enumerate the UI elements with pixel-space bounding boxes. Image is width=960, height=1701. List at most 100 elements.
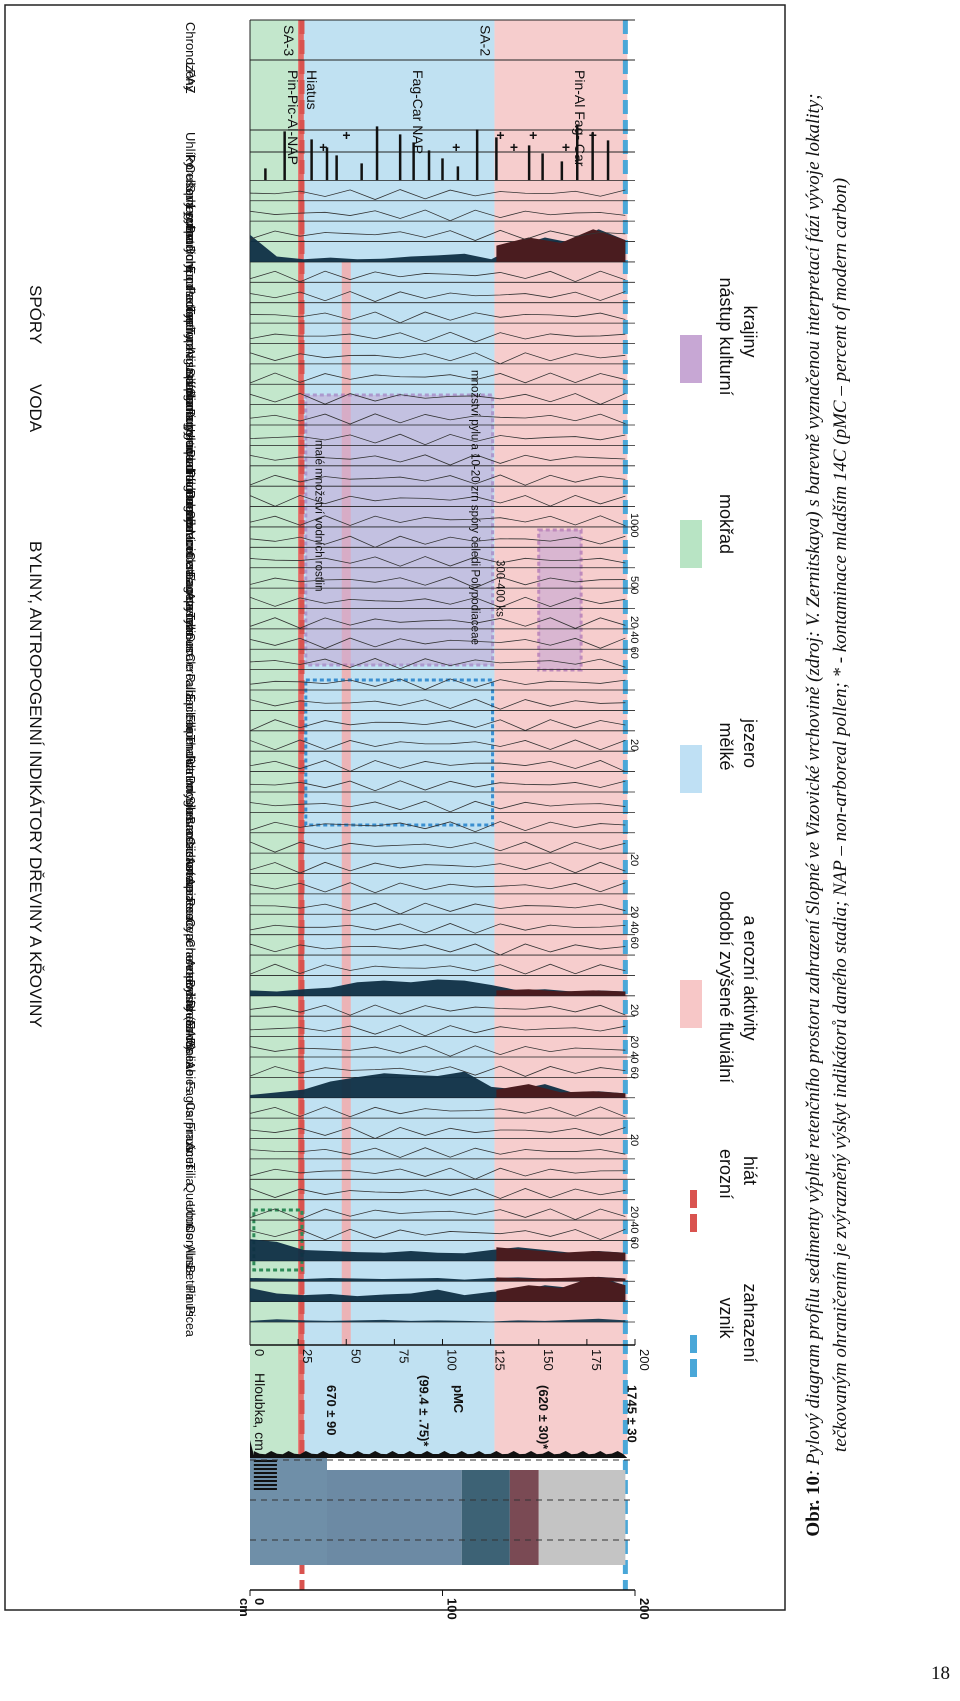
taxon-label: Plantago lanceolata xyxy=(183,470,197,580)
figure-frame xyxy=(4,4,786,1611)
trace-30 xyxy=(249,698,626,711)
scale-mark: 20 xyxy=(628,1134,640,1146)
depth-tick-label: 0 xyxy=(252,1349,267,1356)
legend-swatch-dash xyxy=(690,1190,697,1208)
trace-13 xyxy=(249,1045,626,1057)
right-col-label: LPAZ xyxy=(183,62,198,94)
trace-49 xyxy=(249,311,626,324)
zone-band-lower-3 xyxy=(494,1345,628,1455)
legend-label-2: jezero xyxy=(740,718,760,768)
trace-41 xyxy=(249,474,626,487)
page-number: 18 xyxy=(931,1663,950,1684)
highlight-box-water xyxy=(304,678,495,827)
cm-tick-label: 200 xyxy=(637,1598,652,1620)
group-header: SPÓRY xyxy=(26,285,45,344)
trace-20 xyxy=(249,902,626,915)
trace-50 xyxy=(249,291,626,303)
trace-32 xyxy=(249,658,626,670)
taxon-label: Fraxinus xyxy=(183,1122,197,1170)
scale-mark: 20 xyxy=(628,1004,640,1016)
group-header: VODA xyxy=(26,384,45,433)
trace-43 xyxy=(249,433,626,446)
chronozone-label: SA-2 xyxy=(477,25,493,56)
taxon-label: Poaceae xyxy=(183,898,197,947)
taxon-label: Sphagnum xyxy=(183,184,197,244)
lith-block-5 xyxy=(538,1470,626,1565)
box-note: množství pylu a 10-20 zrn spóry čeledi P… xyxy=(468,370,480,645)
legend-label-1: mokřad xyxy=(716,494,736,554)
taxon-label: Ericaceae xyxy=(183,1020,197,1076)
taxon-label: Polypodiaceae xyxy=(183,246,197,328)
taxon-label: Botrychium xyxy=(183,225,197,288)
radiocarbon-date: (620 ± 30)* xyxy=(536,1385,551,1450)
trace-42 xyxy=(249,454,626,466)
taxon-label: Asteraceae xyxy=(183,857,197,920)
marker-plus: + xyxy=(589,127,597,143)
taxon-label: Salix xyxy=(183,1041,197,1069)
legend-label-1: vznik xyxy=(716,1298,736,1340)
legend-label-1: mělké xyxy=(716,723,736,771)
depth-tick-label: 125 xyxy=(493,1349,508,1371)
taxon-label: Betula xyxy=(183,1265,197,1300)
lpaz-label: Pin-Pic-Al-NAP xyxy=(285,70,301,165)
taxon-label: Avena xyxy=(183,592,197,627)
taxon-label: Equisetum xyxy=(183,266,197,325)
curve-lower-polypodiaceae xyxy=(496,229,626,262)
taxon-label: Triticum xyxy=(183,612,197,656)
taxon-label: Typha latifolia xyxy=(183,327,197,403)
radiocarbon-date: pMC xyxy=(451,1385,466,1414)
trace-51 xyxy=(249,270,626,283)
trace-27 xyxy=(249,760,626,772)
zone-band-lower-0 xyxy=(250,1345,299,1455)
trace-33 xyxy=(249,637,626,650)
total-sediment-curve xyxy=(250,1440,628,1458)
curve-lower-fagus xyxy=(496,1084,626,1098)
trace-46 xyxy=(249,372,626,385)
trace-4 xyxy=(249,1228,626,1241)
group-header: DŘEVINY A KŘOVINY xyxy=(26,857,45,1028)
legend-swatch-dash xyxy=(690,1359,697,1377)
taxon-label: Secale xyxy=(183,633,197,671)
lpaz-label: Fag-Car NAP xyxy=(410,70,426,154)
trace-23 xyxy=(249,841,626,854)
legend-swatch-dash xyxy=(690,1214,697,1232)
taxon-label: Sparganium xyxy=(183,368,197,435)
scale-mark: 20 40 60 xyxy=(628,906,640,949)
taxon-label: Thalictrum xyxy=(183,735,197,793)
taxon-label: Plantago major xyxy=(183,449,197,533)
taxon-label: Tilia xyxy=(183,1163,197,1186)
trace-34 xyxy=(249,617,626,629)
trace-25 xyxy=(249,800,626,813)
trace-47 xyxy=(249,352,626,365)
taxon-label: Rubiaceae xyxy=(183,674,197,734)
depth-tick-label: 175 xyxy=(589,1349,604,1371)
legend-label-1: období zvýšené fluviální xyxy=(716,891,736,1083)
scale-mark: 20 40 60 xyxy=(628,1036,640,1079)
taxon-label: Rhamnus xyxy=(183,1000,197,1054)
curve-lower-alnus xyxy=(496,1247,626,1261)
legend-label-1: nástup kulturní xyxy=(716,278,736,396)
taxon-label: Cichoriaceae xyxy=(183,837,197,910)
scale-mark: 20 40 60 xyxy=(628,1206,640,1249)
legend-swatch-box xyxy=(680,980,702,1028)
taxon-label: Cerealia xyxy=(183,653,197,700)
trace-22 xyxy=(249,861,626,874)
legend-swatch-box xyxy=(680,520,702,568)
box-note: 300-400 ks xyxy=(493,560,505,617)
scale-mark: 500 xyxy=(628,576,640,594)
legend-swatch-dash xyxy=(690,1335,697,1353)
taxon-label: Lycopodium xyxy=(183,205,197,272)
box-note: malé množství vodních rostlin xyxy=(312,440,324,591)
taxon-label: Suma pylu vodních rostlin xyxy=(183,388,197,531)
trace-48 xyxy=(249,331,626,344)
taxon-label: Artemisia xyxy=(183,959,197,1011)
marker-plus: + xyxy=(319,139,327,155)
scale-mark: 20 xyxy=(628,739,640,751)
lith-block-2 xyxy=(327,1470,462,1565)
taxon-label: Ulmus xyxy=(183,1204,197,1239)
depth-tick-label: 25 xyxy=(300,1349,315,1363)
curve-picea xyxy=(250,1318,626,1322)
legend-label-2: zahrazení xyxy=(740,1284,760,1363)
taxon-label: Fagus xyxy=(183,1081,197,1116)
lith-block-3 xyxy=(461,1470,510,1565)
